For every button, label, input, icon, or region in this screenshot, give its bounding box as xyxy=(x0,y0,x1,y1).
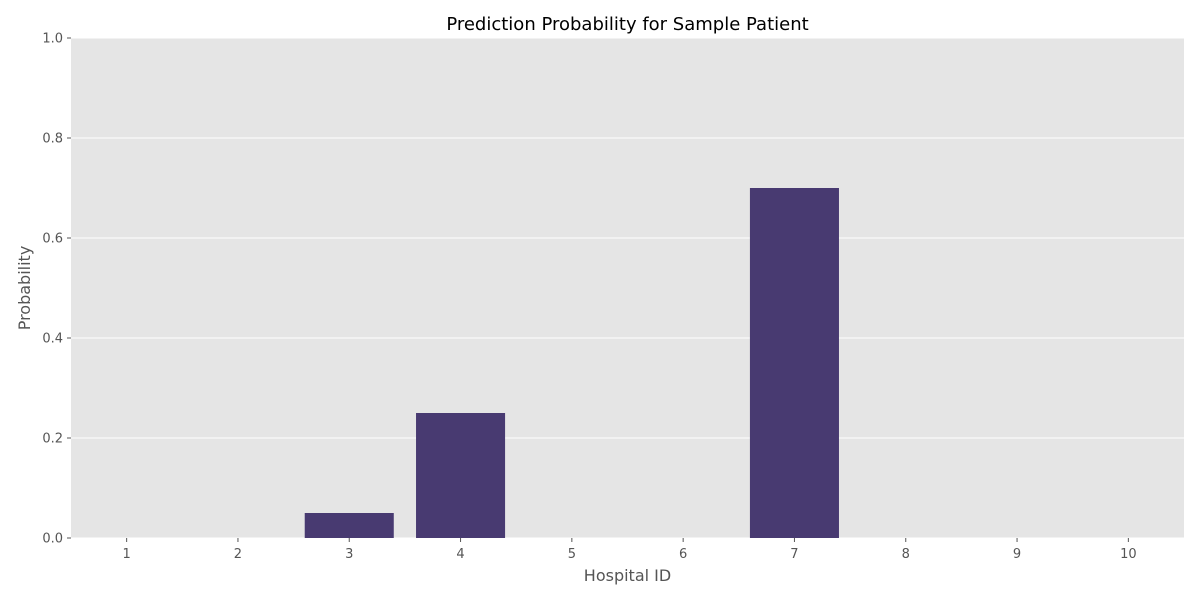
y-axis-ticks: 0.0 0.2 0.4 0.6 0.8 1.0 xyxy=(42,32,71,547)
y-tick-label: 0.6 xyxy=(42,232,63,247)
x-tick-label: 10 xyxy=(1120,547,1137,562)
y-tick-label: 0.2 xyxy=(42,432,63,447)
bar-hospital-3 xyxy=(304,513,394,538)
x-tick-label: 9 xyxy=(1013,547,1021,562)
bar-hospital-4 xyxy=(416,413,506,538)
y-tick-label: 0.8 xyxy=(42,132,63,147)
x-axis-ticks: 1 2 3 4 5 6 7 8 9 10 xyxy=(123,538,1137,562)
y-tick-label: 0.4 xyxy=(42,332,63,347)
x-tick-label: 1 xyxy=(123,547,131,562)
bar-hospital-7 xyxy=(749,188,839,538)
y-tick-label: 1.0 xyxy=(42,32,63,47)
y-tick-label: 0.0 xyxy=(42,532,63,547)
x-tick-label: 8 xyxy=(902,547,910,562)
chart-title: Prediction Probability for Sample Patien… xyxy=(446,14,808,35)
x-tick-label: 2 xyxy=(234,547,242,562)
x-tick-label: 3 xyxy=(345,547,353,562)
x-tick-label: 5 xyxy=(568,547,576,562)
x-tick-label: 6 xyxy=(679,547,687,562)
plot-background xyxy=(71,38,1184,538)
x-tick-label: 4 xyxy=(456,547,464,562)
grid-lines xyxy=(71,37,1184,539)
x-tick-label: 7 xyxy=(790,547,798,562)
bars xyxy=(304,188,839,538)
y-axis-label: Probability xyxy=(15,246,34,331)
x-axis-label: Hospital ID xyxy=(584,566,671,585)
